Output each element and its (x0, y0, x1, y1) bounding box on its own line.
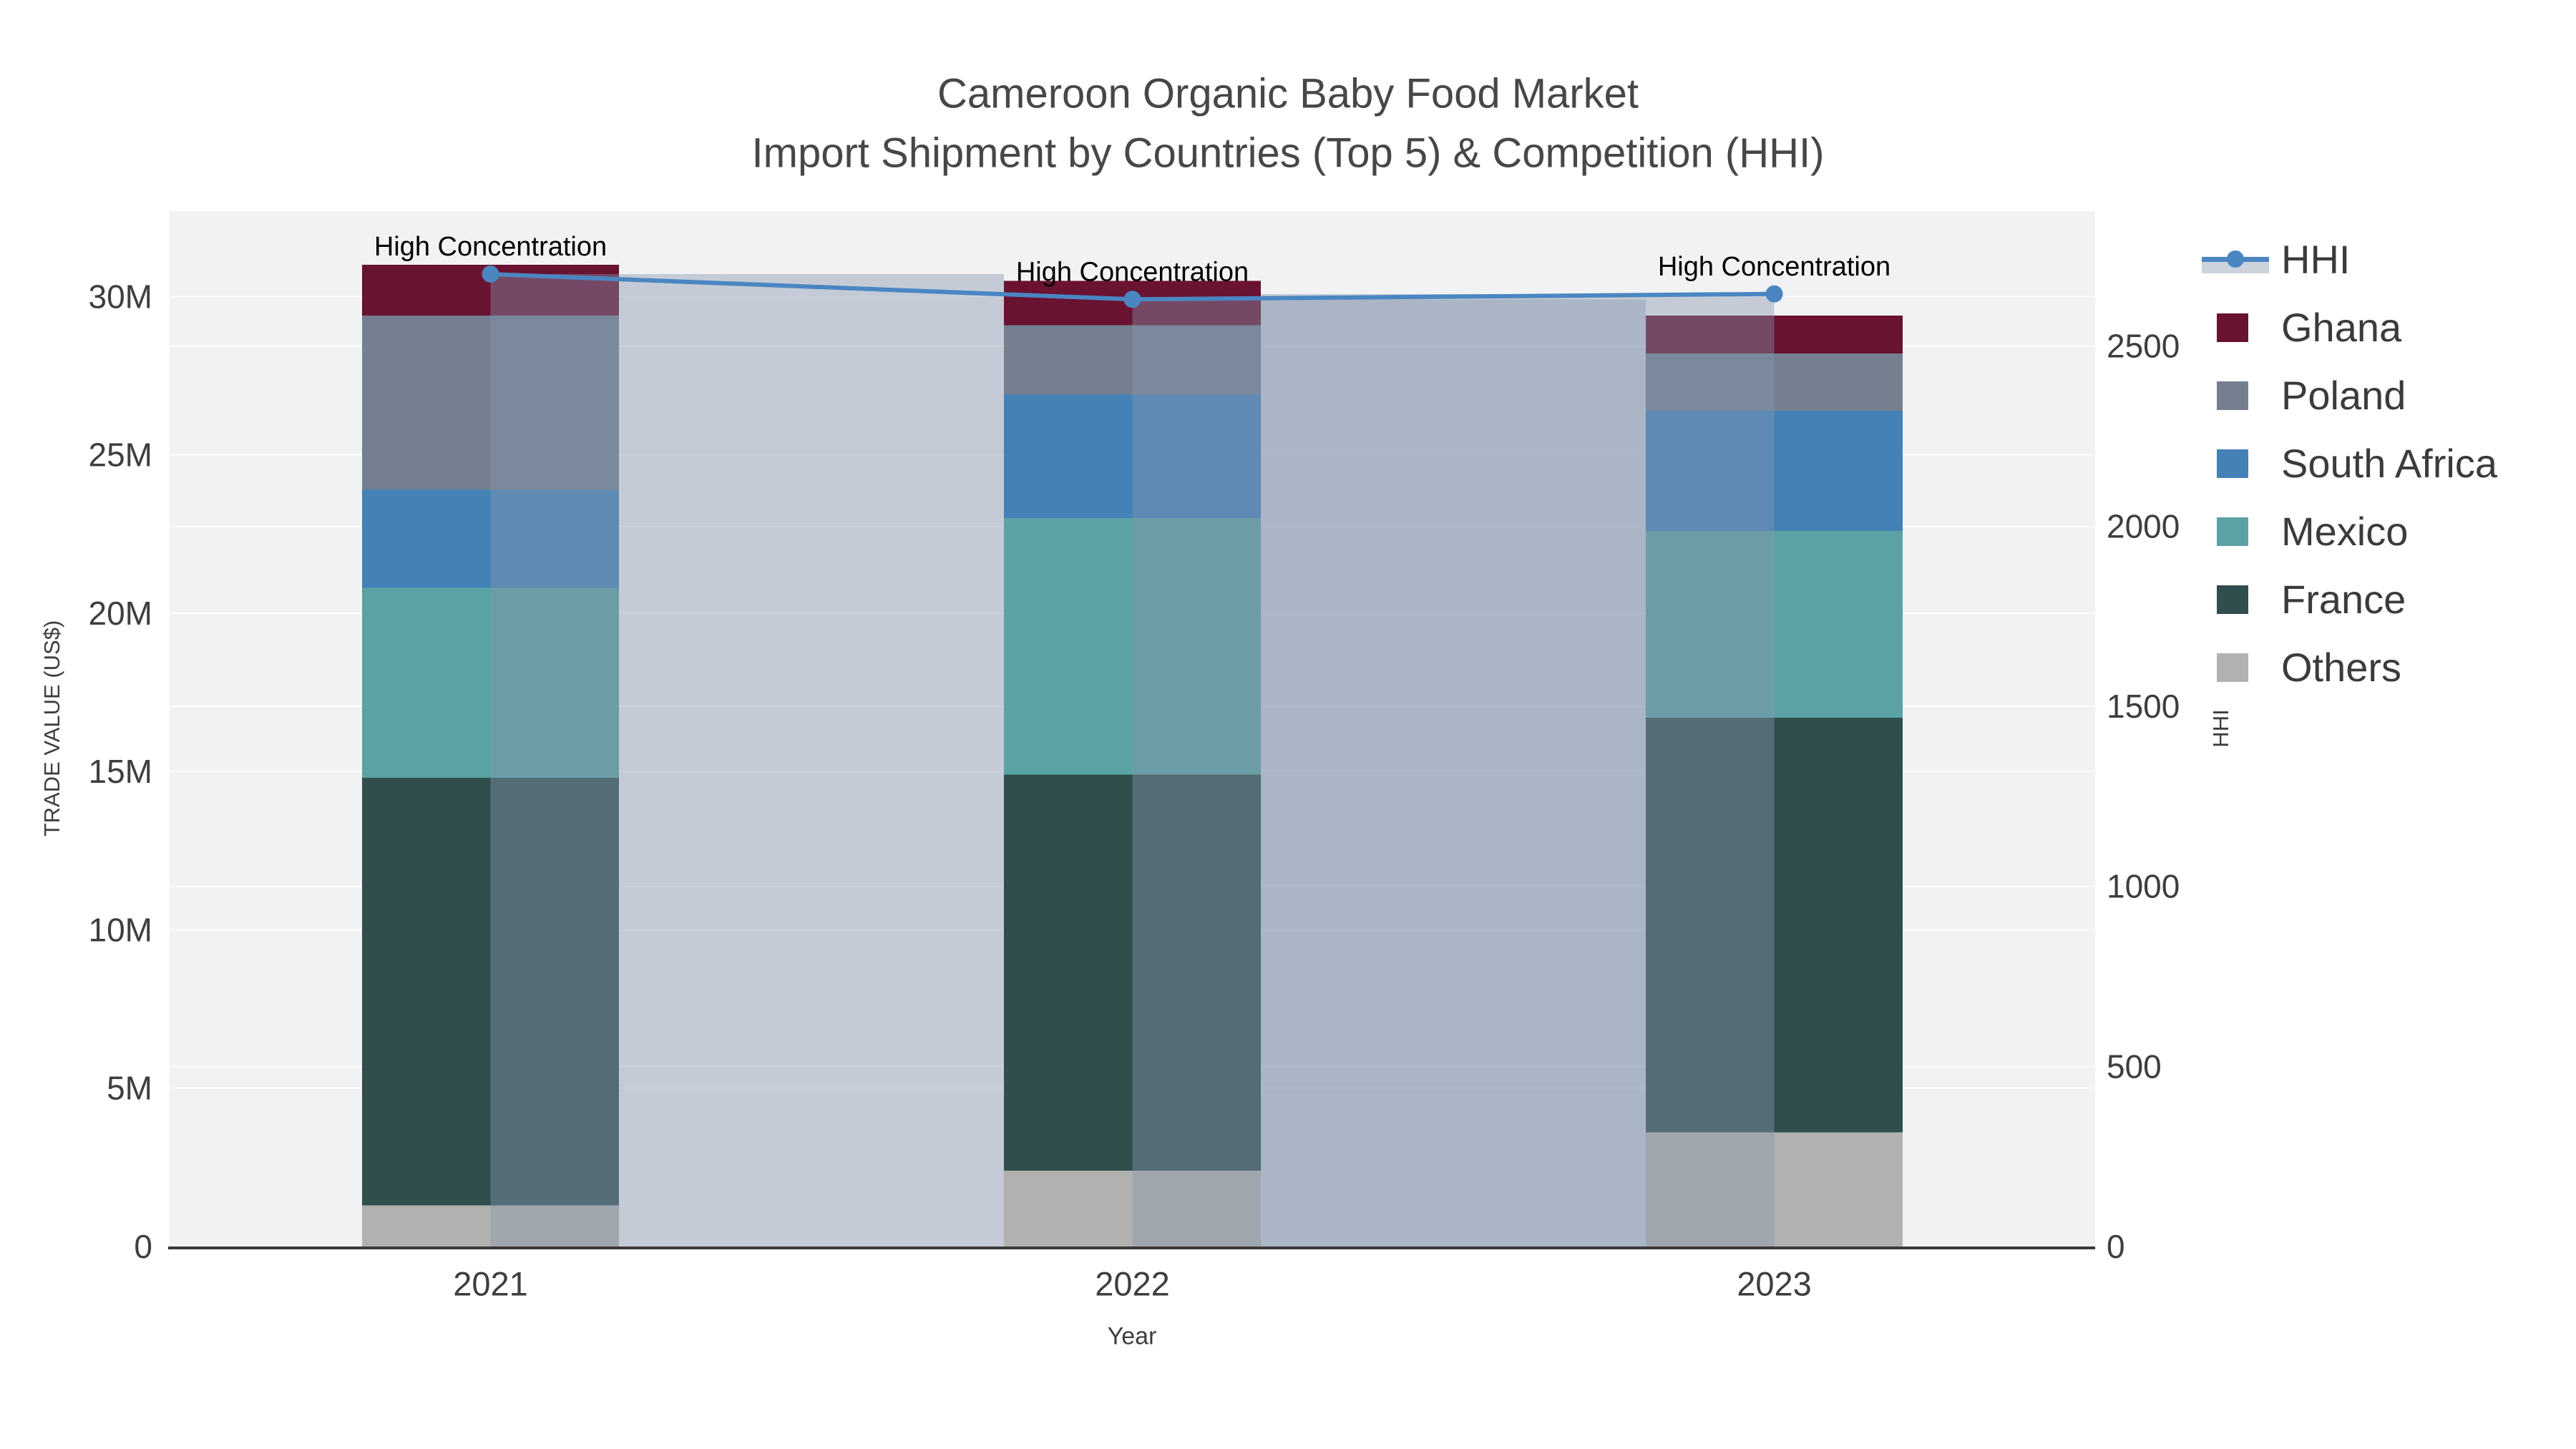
bar-2023-mexico[interactable] (1646, 530, 1903, 718)
hhi-marker-2021[interactable] (482, 265, 499, 283)
legend-label-poland: Poland (2281, 373, 2406, 418)
legend-swatch-others (2217, 653, 2248, 682)
hhi-marker-2022[interactable] (1123, 291, 1141, 308)
bar-2021-others[interactable] (362, 1205, 619, 1246)
bar-2021-mexico[interactable] (362, 587, 619, 779)
legend-swatch-poland (2217, 381, 2248, 410)
chart-subtitle: Import Shipment by Countries (Top 5) & C… (751, 130, 1825, 177)
chart-title: Cameroon Organic Baby Food Market (937, 70, 1639, 117)
legend-label-south-africa: South Africa (2281, 441, 2497, 486)
bar-2022-others[interactable] (1004, 1170, 1261, 1246)
hhi-bar-2021[interactable] (490, 274, 1005, 1246)
bar-2023-france[interactable] (1646, 718, 1903, 1133)
legend-item-france[interactable]: France (2202, 565, 2497, 633)
legend-label-others: Others (2281, 645, 2402, 690)
y-left-tick-5M: 5M (107, 1070, 152, 1107)
y-left-tick-15M: 15M (89, 753, 152, 790)
bar-2023-south-africa[interactable] (1646, 410, 1903, 531)
legend-item-mexico[interactable]: Mexico (2202, 497, 2497, 565)
y-left-tick-0: 0 (134, 1228, 152, 1265)
y-right-tick-0: 0 (2107, 1228, 2125, 1265)
legend-swatch-south-africa (2217, 449, 2248, 478)
y-right-tick-500: 500 (2107, 1048, 2162, 1085)
bar-2021-france[interactable] (362, 778, 619, 1206)
legend-item-poland[interactable]: Poland (2202, 361, 2497, 429)
hhi-line-icon (2202, 245, 2269, 275)
y-right-tick-1000: 1000 (2107, 868, 2180, 905)
legend-swatch-mexico (2217, 517, 2248, 546)
bar-2023-others[interactable] (1646, 1132, 1903, 1246)
y-left-tick-30M: 30M (89, 278, 152, 315)
legend-swatch-ghana (2217, 313, 2248, 342)
legend-item-others[interactable]: Others (2202, 633, 2497, 701)
bar-2022-poland[interactable] (1004, 325, 1261, 395)
y-axis-title-left: TRADE VALUE (US$) (39, 620, 64, 837)
annotation-high-concentration-2022: High Concentration (1016, 257, 1249, 287)
legend: HHI Ghana Poland South Africa Mexico France Ot… (2202, 225, 2497, 701)
x-tick-2021: 2021 (453, 1265, 528, 1303)
legend-item-ghana[interactable]: Ghana (2202, 293, 2497, 361)
legend-item-hhi[interactable]: HHI (2202, 225, 2497, 293)
y-right-tick-1500: 1500 (2107, 688, 2180, 725)
y-axis-title-right: HHI (2208, 709, 2233, 748)
x-tick-2023: 2023 (1737, 1265, 1812, 1303)
bar-2022-mexico[interactable] (1004, 518, 1261, 775)
bar-2023-poland[interactable] (1646, 353, 1903, 411)
bar-2022-france[interactable] (1004, 774, 1261, 1171)
bar-2021-south-africa[interactable] (362, 489, 619, 588)
legend-swatch-france (2217, 585, 2248, 614)
legend-label-france: France (2281, 577, 2406, 622)
legend-label-ghana: Ghana (2281, 305, 2402, 350)
y-right-tick-2500: 2500 (2107, 328, 2180, 365)
annotation-high-concentration-2023: High Concentration (1658, 252, 1890, 282)
bar-2022-south-africa[interactable] (1004, 394, 1261, 519)
legend-label-hhi: HHI (2281, 237, 2351, 282)
legend-label-mexico: Mexico (2281, 509, 2409, 554)
y-left-tick-10M: 10M (89, 911, 152, 948)
x-axis-title: Year (1107, 1322, 1157, 1350)
bar-2021-poland[interactable] (362, 316, 619, 490)
x-tick-2022: 2022 (1095, 1265, 1170, 1303)
bar-2023-ghana[interactable] (1646, 316, 1903, 354)
y-left-tick-25M: 25M (89, 436, 152, 474)
hhi-bar-2022[interactable] (1132, 299, 1646, 1246)
hhi-marker-2023[interactable] (1765, 285, 1783, 303)
legend-item-south-africa[interactable]: South Africa (2202, 429, 2497, 497)
y-left-tick-20M: 20M (89, 595, 152, 632)
y-right-tick-2000: 2000 (2107, 507, 2180, 545)
hhi-bar-2023[interactable] (1260, 293, 1775, 1246)
annotation-high-concentration-2021: High Concentration (374, 232, 607, 262)
